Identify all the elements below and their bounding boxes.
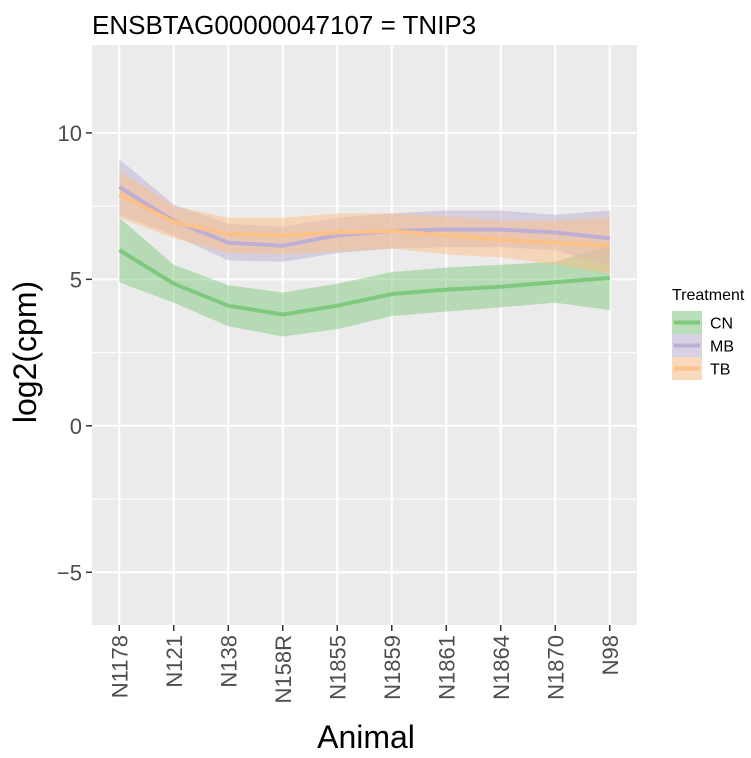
x-tick-label: N158R: [271, 635, 296, 703]
x-axis-label: Animal: [317, 719, 415, 753]
legend-label-cn: CN: [710, 316, 733, 333]
x-tick-label: N121: [162, 635, 187, 688]
y-tick-label: 10: [58, 121, 82, 146]
y-axis-label: log2(cpm): [7, 281, 43, 423]
legend-title: Treatment: [672, 287, 745, 304]
legend-label-mb: MB: [710, 339, 734, 356]
x-tick-label: N1178: [107, 635, 132, 698]
x-tick-label: N98: [598, 635, 623, 675]
series-line-cn: [118, 248, 610, 317]
x-tick-label: N1861: [434, 635, 459, 700]
ribbon-tb: [119, 171, 610, 274]
x-tick-label: N1859: [380, 635, 405, 700]
x-tick-label: N1855: [325, 635, 350, 700]
series-line-tb: [118, 192, 610, 248]
x-tick-label: N138: [216, 635, 241, 688]
x-tick-label: N1870: [543, 635, 568, 700]
y-tick-label: 0: [70, 414, 82, 439]
y-tick-label: −5: [57, 560, 82, 585]
legend-label-tb: TB: [710, 362, 730, 379]
legend: CN MB TB: [672, 311, 734, 380]
plot-area: −5 0 5 10 N1178 N121 N138 N158R N1855 N1859 N1861 N…: [57, 45, 637, 703]
chart-title: ENSBTAG00000047107 = TNIP3: [92, 10, 476, 40]
plot-background: [92, 45, 637, 625]
x-tick-label: N1864: [489, 635, 514, 700]
y-tick-label: 5: [70, 267, 82, 292]
